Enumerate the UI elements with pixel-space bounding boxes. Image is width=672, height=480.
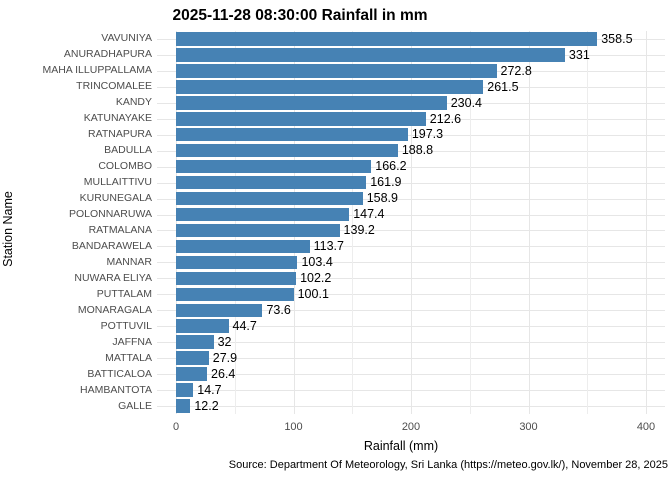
bar-value-label: 158.9 <box>366 191 398 206</box>
station-tick-label: BADULLA <box>104 144 152 157</box>
bar <box>176 399 191 413</box>
bar-value-label: 32 <box>217 334 232 349</box>
station-tick-label: MANNAR <box>106 255 152 268</box>
bar <box>176 367 208 381</box>
station-tick-label: POLONNARUWA <box>68 208 152 221</box>
bar <box>176 207 350 222</box>
source-caption: Source: Department Of Meteorology, Sri L… <box>228 459 668 471</box>
station-tick-label: MATTALA <box>105 351 152 364</box>
bar-value-label: 147.4 <box>353 207 385 222</box>
bar-value-label: 188.8 <box>401 143 434 158</box>
station-tick-label: COLOMBO <box>98 160 152 173</box>
station-tick-label: GALLE <box>118 399 152 412</box>
bar <box>176 319 229 333</box>
station-tick-label: MAHA ILLUPPALLAMA <box>42 64 152 77</box>
bar-value-label: 73.6 <box>266 303 291 318</box>
bar-value-label: 100.1 <box>297 287 329 302</box>
bar <box>176 32 598 46</box>
station-tick-label: MULLAITTIVU <box>83 176 152 189</box>
bar <box>176 303 263 318</box>
plot-panel: 358.5 331 272.8 261.5 230.4 212.6 197.3 188.8 16… <box>157 31 665 414</box>
station-tick-label: JAFFNA <box>112 335 152 348</box>
bar <box>176 80 484 94</box>
minor-gridline <box>469 31 471 414</box>
station-tick-label: TRINCOMALEE <box>76 80 152 93</box>
bar <box>176 112 426 126</box>
station-tick-label: POTTUVIL <box>100 319 152 332</box>
bar <box>176 223 340 238</box>
x-tick-label: 300 <box>519 421 538 433</box>
minor-gridline <box>352 31 354 414</box>
station-tick-label: BANDARAWELA <box>71 239 152 252</box>
station-tick-label: KATUNAYAKE <box>83 112 152 125</box>
bar-value-label: 102.2 <box>300 271 332 286</box>
station-tick-label: PUTTALAM <box>96 287 152 300</box>
bar <box>176 351 209 365</box>
y-axis-tick-labels: VAVUNIYA ANURADHAPURA MAHA ILLUPPALLAMA TRI… <box>0 31 152 414</box>
x-tick-label: 0 <box>172 421 180 433</box>
bar <box>176 64 497 78</box>
bar <box>176 271 297 286</box>
major-gridline <box>528 31 530 414</box>
station-tick-label: VAVUNIYA <box>101 32 152 45</box>
station-tick-label: RATNAPURA <box>88 128 152 141</box>
x-tick-label: 400 <box>636 421 656 433</box>
bar-value-label: 197.3 <box>411 127 444 142</box>
bar-value-label: 358.5 <box>601 31 633 46</box>
bar-value-label: 139.2 <box>343 223 375 238</box>
bar-value-label: 44.7 <box>232 318 257 333</box>
station-tick-label: KANDY <box>115 96 152 109</box>
bar <box>176 175 367 190</box>
bar <box>176 48 565 62</box>
bar-value-label: 27.9 <box>212 350 238 365</box>
station-tick-label: HAMBANTOTA <box>80 383 152 396</box>
major-gridline <box>646 31 647 414</box>
bar <box>176 255 298 270</box>
x-tick-label: 200 <box>401 421 421 433</box>
station-tick-label: RATMALANA <box>88 223 152 236</box>
bar <box>176 383 194 397</box>
bar <box>176 159 372 174</box>
bar-value-label: 113.7 <box>313 239 344 254</box>
bar-value-label: 331 <box>568 47 590 62</box>
minor-gridline <box>234 31 236 414</box>
bar-value-label: 166.2 <box>375 159 407 174</box>
bar <box>176 287 294 302</box>
chart-title: 2025-11-28 08:30:00 Rainfall in mm <box>172 7 428 24</box>
bar-value-label: 261.5 <box>487 79 519 94</box>
bar-value-label: 12.2 <box>194 398 219 413</box>
station-tick-label: ANURADHAPURA <box>63 48 152 61</box>
station-tick-label: MONARAGALA <box>77 303 152 316</box>
x-axis-tick-labels: 0 100 200 300 400 <box>0 421 672 435</box>
station-tick-label: KURUNEGALA <box>79 192 152 205</box>
bar-value-label: 103.4 <box>301 255 333 270</box>
bar <box>176 191 363 206</box>
x-tick-label: 100 <box>284 421 303 433</box>
major-gridline <box>411 31 412 414</box>
bar <box>176 335 214 349</box>
station-tick-label: BATTICALOA <box>87 367 152 380</box>
major-gridline <box>176 31 177 414</box>
bar-value-label: 14.7 <box>197 382 222 397</box>
bar <box>176 127 408 142</box>
bar-value-label: 272.8 <box>500 63 532 78</box>
bar <box>176 143 398 158</box>
bar <box>176 239 310 254</box>
bar <box>176 96 447 110</box>
bar-value-label: 230.4 <box>450 95 482 110</box>
minor-gridline <box>587 31 589 414</box>
bar-value-label: 26.4 <box>211 366 236 381</box>
bar-value-label: 161.9 <box>370 175 402 190</box>
station-tick-label: NUWARA ELIYA <box>74 271 152 284</box>
bar-value-label: 212.6 <box>429 111 462 126</box>
x-axis-title: Rainfall (mm) <box>363 439 439 453</box>
major-gridline <box>293 31 295 414</box>
